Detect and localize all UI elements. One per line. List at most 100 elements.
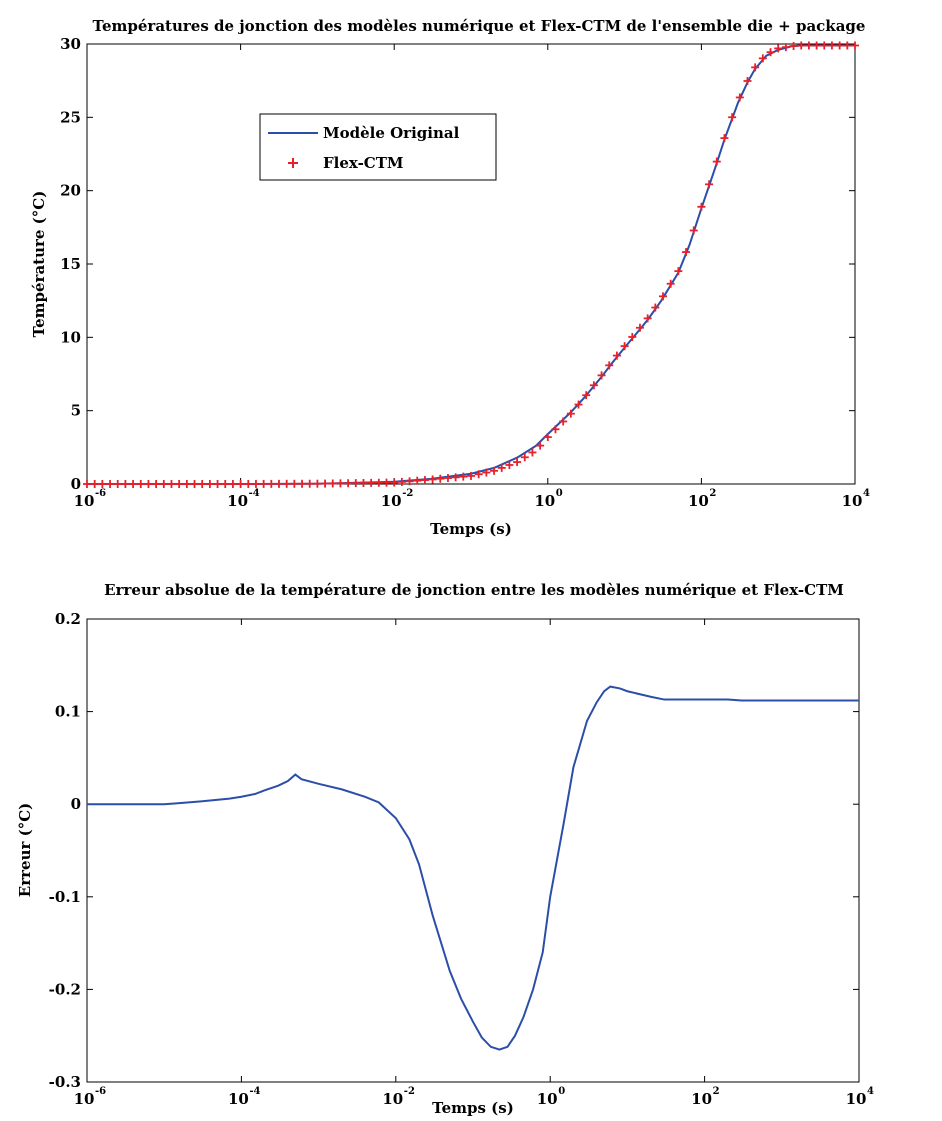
x-tick-base: 10 — [537, 1090, 558, 1108]
x-tick-base: 10 — [227, 492, 248, 510]
flexctm-marker — [344, 479, 353, 488]
flexctm-marker — [413, 476, 422, 485]
flexctm-marker — [774, 44, 783, 53]
flexctm-marker — [267, 479, 276, 488]
error-chart: Erreur absolue de la température de jonc… — [16, 581, 874, 1117]
flexctm-marker — [751, 63, 760, 72]
flexctm-marker — [574, 400, 583, 409]
x-tick-exponent: -2 — [402, 488, 413, 499]
flexctm-marker — [228, 480, 237, 488]
chart2-axes: 10 -6 10 -4 10 -2 10 0 10 2 10 40.20.10-0.1-0.2-0.3 — [49, 610, 874, 1108]
flexctm-marker — [83, 480, 91, 488]
flexctm-marker — [121, 480, 130, 488]
flexctm-marker — [405, 477, 414, 486]
flexctm-marker — [321, 479, 330, 488]
y-tick-label: -0.3 — [49, 1073, 81, 1091]
flexctm-marker — [490, 466, 499, 475]
flexctm-marker — [382, 478, 391, 487]
flexctm-marker — [559, 417, 568, 426]
chart2-title: Erreur absolue de la température de jonc… — [104, 581, 844, 599]
flexctm-marker — [259, 479, 268, 488]
x-tick-base: 10 — [534, 492, 555, 510]
flexctm-marker — [367, 478, 376, 487]
flexctm-marker — [275, 479, 283, 488]
flexctm-marker — [758, 54, 767, 63]
flexctm-marker — [659, 292, 667, 301]
flexctm-marker — [628, 332, 637, 341]
flexctm-marker — [167, 480, 176, 488]
x-tick-label: 10 -4 — [227, 488, 260, 510]
flexctm-marker — [635, 323, 644, 332]
flexctm-marker — [474, 470, 483, 479]
flexctm-marker — [420, 476, 429, 485]
flexctm-marker — [820, 41, 829, 50]
flexctm-marker — [390, 478, 399, 487]
flexctm-marker — [513, 458, 522, 467]
flexctm-marker — [728, 113, 737, 122]
x-tick-base: 10 — [381, 492, 402, 510]
legend-entry-original: Modèle Original — [323, 124, 460, 142]
flexctm-marker — [305, 479, 314, 488]
flexctm-marker — [282, 479, 291, 488]
chart1-legend: Modèle Original Flex-CTM — [259, 113, 497, 181]
flexctm-marker — [459, 472, 468, 481]
flexctm-marker — [251, 479, 260, 488]
chart1-series — [83, 41, 859, 488]
flexctm-marker — [612, 351, 621, 360]
x-tick-exponent: 0 — [558, 1086, 565, 1097]
series-line-0 — [87, 685, 859, 1051]
flexctm-marker — [213, 480, 222, 488]
flexctm-marker — [843, 41, 852, 50]
flexctm-marker — [397, 477, 406, 486]
legend-box — [259, 113, 497, 181]
flexctm-marker — [451, 473, 460, 482]
y-tick-label: 0 — [71, 475, 81, 493]
flexctm-marker — [374, 478, 383, 487]
flexctm-marker — [697, 202, 706, 211]
chart2-xlabel: Temps (s) — [432, 1099, 514, 1117]
flexctm-marker — [589, 381, 598, 390]
x-tick-exponent: -6 — [95, 488, 106, 499]
y-tick-label: 0 — [71, 795, 81, 813]
x-tick-label: 10 4 — [846, 1086, 874, 1108]
x-tick-exponent: -2 — [404, 1086, 415, 1097]
legend-entry-flexctm: Flex-CTM — [323, 154, 404, 172]
chart2-series — [87, 685, 859, 1051]
x-tick-exponent: -4 — [249, 1086, 260, 1097]
chart2-ylabel: Erreur (°C) — [16, 803, 34, 897]
flexctm-marker — [152, 480, 161, 488]
chart2-plot-area — [86, 618, 860, 1083]
flexctm-marker — [106, 480, 115, 488]
flexctm-marker — [804, 41, 813, 50]
flexctm-marker — [221, 480, 230, 488]
flexctm-marker — [497, 463, 506, 472]
x-tick-exponent: 4 — [867, 1086, 874, 1097]
flexctm-marker — [781, 43, 790, 52]
flexctm-marker — [582, 391, 591, 400]
y-tick-label: 10 — [60, 328, 81, 346]
flexctm-marker — [482, 468, 491, 477]
flexctm-marker — [720, 134, 729, 143]
flexctm-marker — [159, 480, 168, 488]
flexctm-marker — [98, 480, 107, 488]
flexctm-marker — [827, 41, 836, 50]
flexctm-marker — [505, 460, 514, 469]
flexctm-marker — [136, 480, 145, 488]
x-tick-label: 10 0 — [537, 1086, 565, 1108]
flexctm-marker — [190, 480, 199, 488]
flexctm-marker — [436, 474, 445, 483]
flexctm-marker — [129, 480, 138, 488]
x-tick-exponent: 4 — [863, 488, 870, 499]
flexctm-marker — [812, 41, 821, 50]
y-tick-label: 0.2 — [55, 610, 81, 628]
flexctm-marker — [743, 77, 752, 86]
flexctm-marker — [851, 41, 859, 50]
x-tick-base: 10 — [688, 492, 709, 510]
flexctm-marker — [428, 475, 437, 484]
flexctm-marker — [144, 480, 153, 488]
flexctm-marker — [182, 480, 191, 488]
x-tick-base: 10 — [74, 492, 95, 510]
flexctm-marker — [313, 479, 322, 488]
flexctm-marker — [236, 480, 245, 488]
